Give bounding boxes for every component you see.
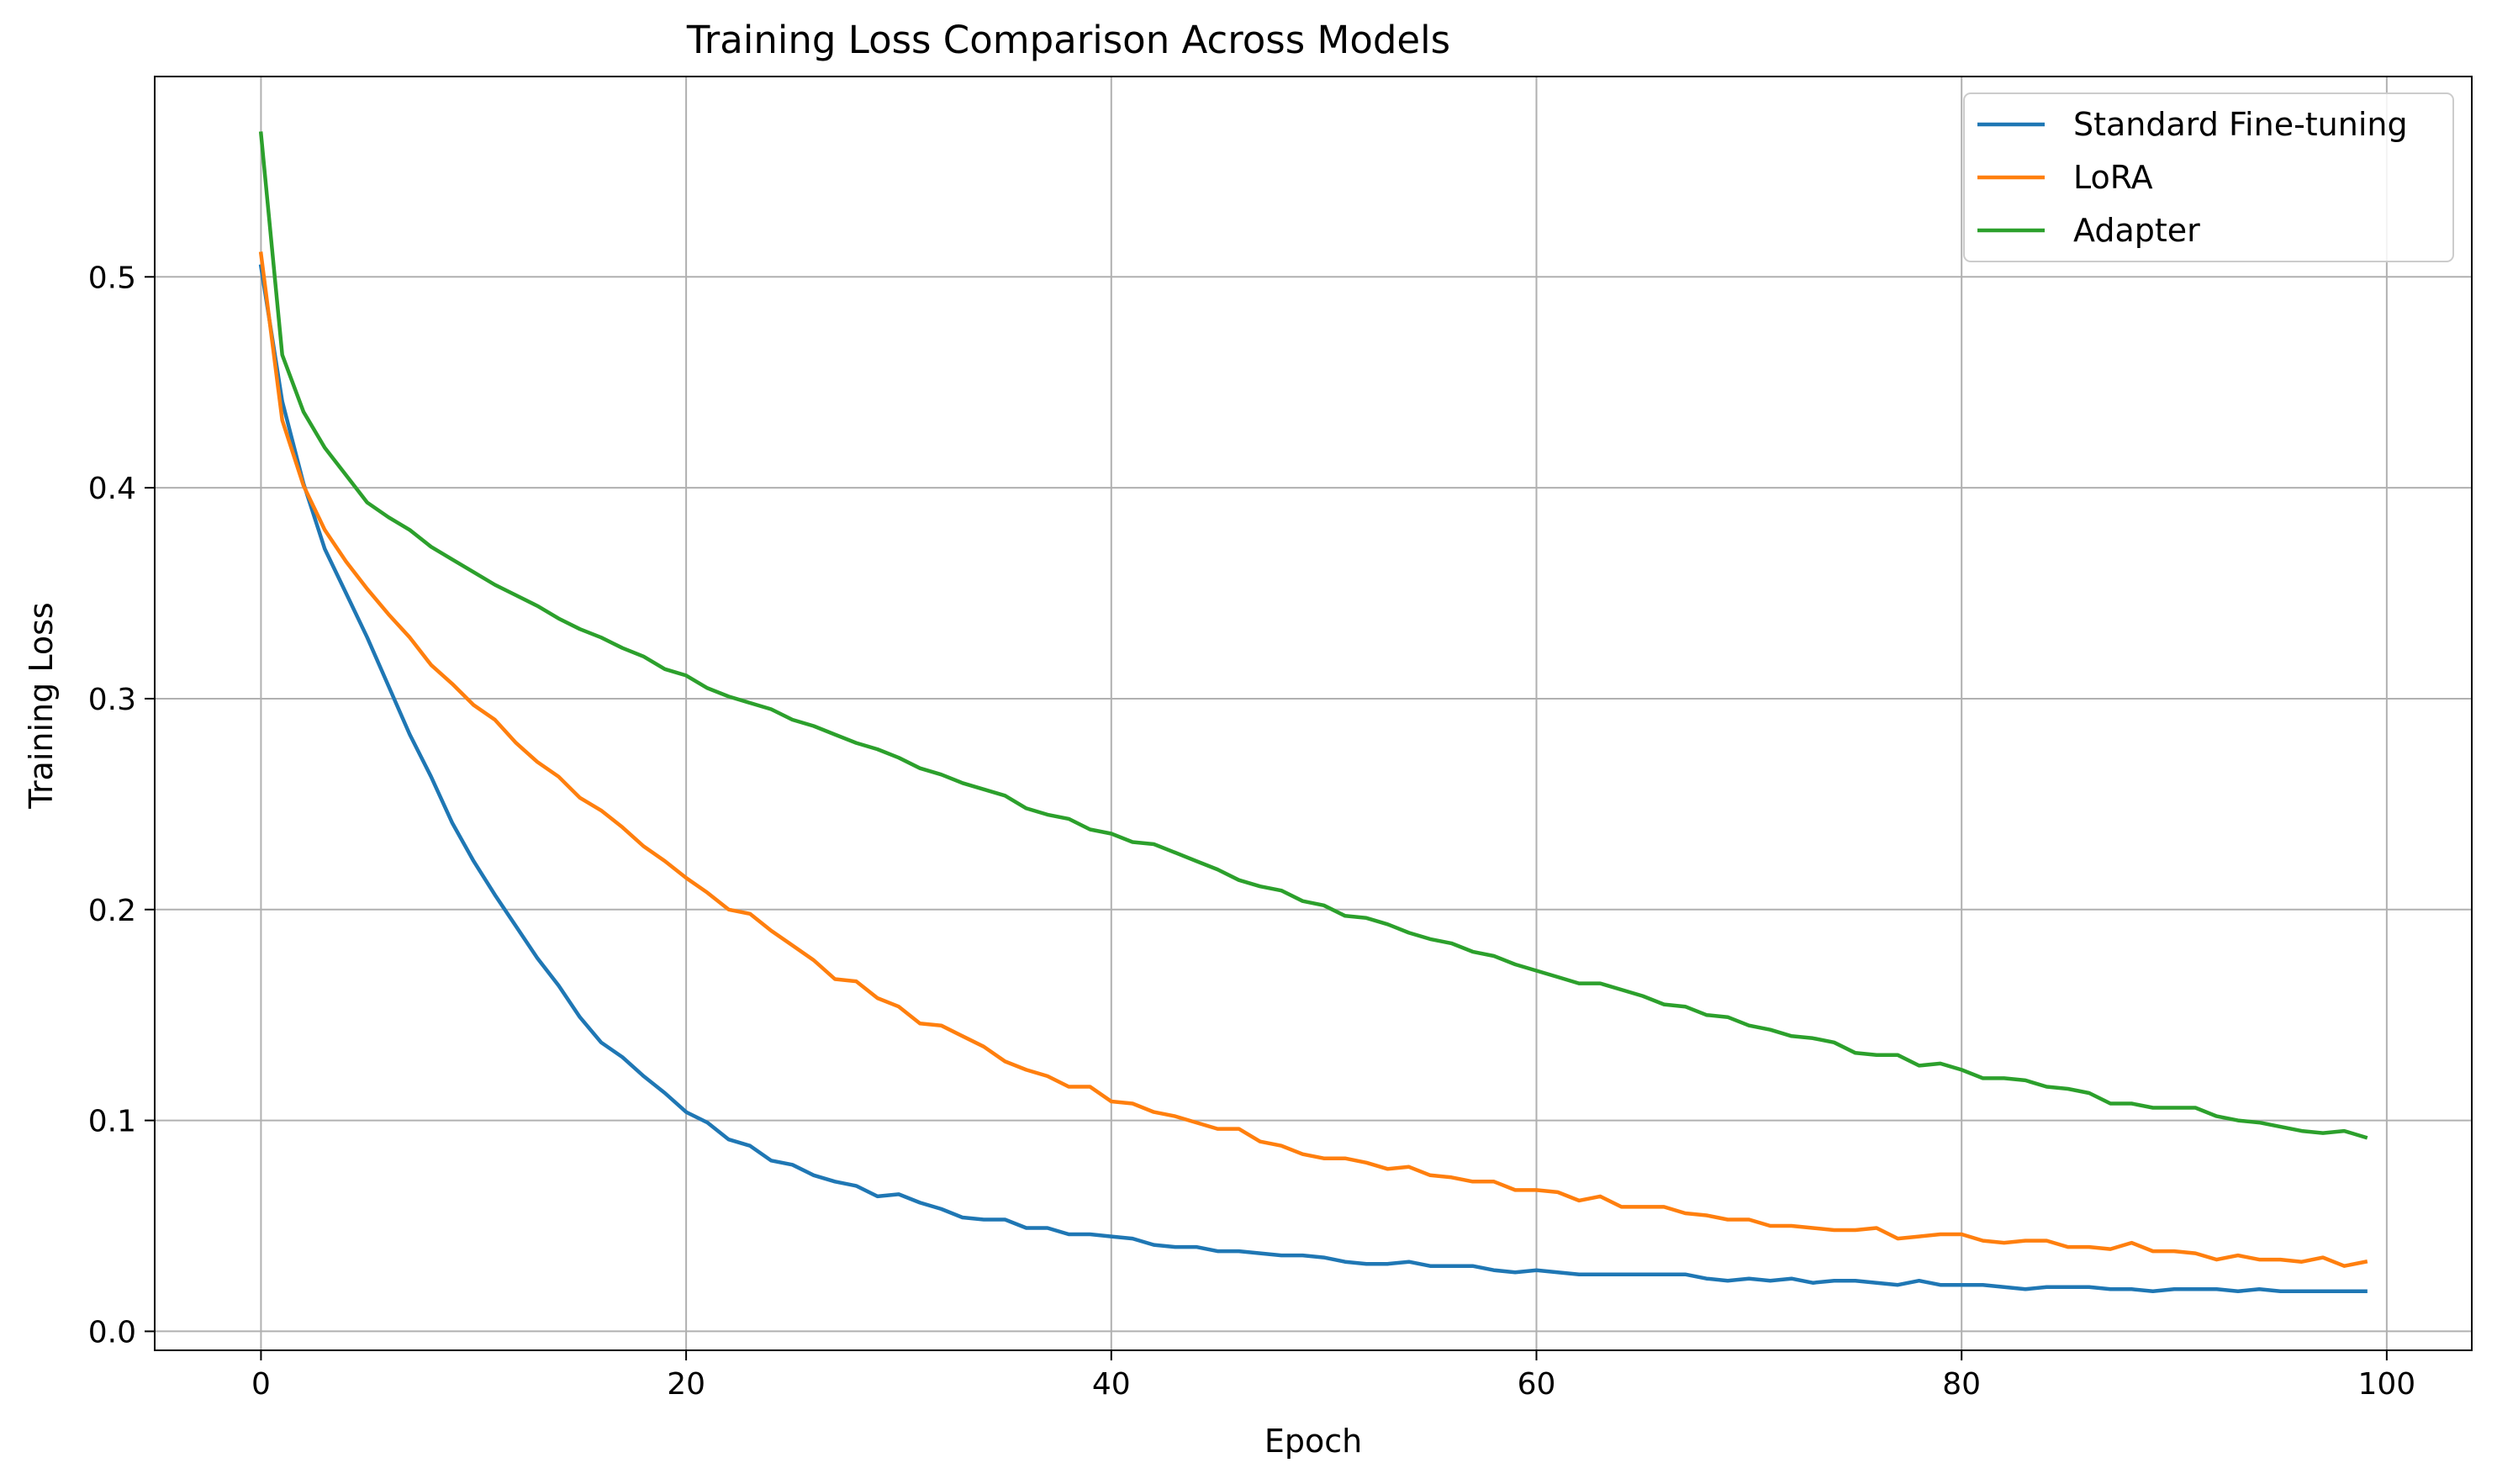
x-tick-label: 80 (1942, 1367, 1981, 1402)
series-line-adapter (258, 131, 2368, 1140)
legend-label-adapter: Adapter (2073, 212, 2200, 249)
x-tick-label: 60 (1518, 1367, 1556, 1402)
y-tick-label: 0.4 (88, 472, 136, 506)
x-tick-label: 40 (1092, 1367, 1131, 1402)
series-line-standard-fine-tuning (258, 264, 2368, 1294)
legend-box (1963, 92, 2454, 262)
series-lines (258, 131, 2368, 1294)
x-tick-label: 20 (667, 1367, 705, 1402)
legend-label-lora: LoRA (2073, 159, 2153, 196)
y-axis-label: Training Loss (23, 602, 60, 809)
plot-area-frame (154, 76, 2473, 1351)
x-axis-label: Epoch (1264, 1423, 1362, 1460)
y-tick-label: 0.2 (88, 894, 136, 928)
axis-ticks: 0 20 40 60 80 100 0.0 0.1 0.2 0.3 0.4 0.5 (88, 261, 2415, 1402)
chart-title: Training Loss Comparison Across Models (686, 18, 1450, 62)
x-tick-label: 0 (251, 1367, 271, 1402)
grid (155, 77, 2472, 1350)
legend-label-standard-fine-tuning: Standard Fine-tuning (2073, 106, 2408, 143)
y-tick-label: 0.5 (88, 261, 136, 295)
legend: Standard Fine-tuning LoRA Adapter (1963, 92, 2454, 262)
x-tick-label: 100 (2358, 1367, 2416, 1402)
y-tick-label: 0.3 (88, 683, 136, 717)
y-tick-label: 0.1 (88, 1105, 136, 1139)
y-tick-label: 0.0 (88, 1315, 136, 1349)
series-line-lora (258, 251, 2368, 1268)
